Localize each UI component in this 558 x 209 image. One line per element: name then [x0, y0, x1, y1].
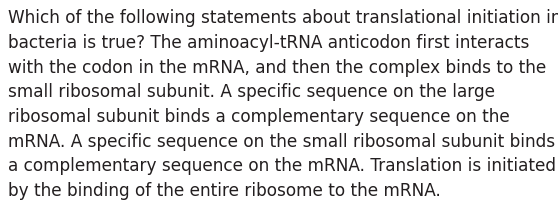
Text: ribosomal subunit binds a complementary sequence on the: ribosomal subunit binds a complementary …: [8, 108, 509, 126]
Text: small ribosomal subunit. A specific sequence on the large: small ribosomal subunit. A specific sequ…: [8, 83, 495, 101]
Text: Which of the following statements about translational initiation in: Which of the following statements about …: [8, 9, 558, 27]
Text: by the binding of the entire ribosome to the mRNA.: by the binding of the entire ribosome to…: [8, 182, 441, 200]
Text: bacteria is true? The aminoacyl-tRNA anticodon first interacts: bacteria is true? The aminoacyl-tRNA ant…: [8, 34, 529, 52]
Text: mRNA. A specific sequence on the small ribosomal subunit binds: mRNA. A specific sequence on the small r…: [8, 133, 555, 151]
Text: with the codon in the mRNA, and then the complex binds to the: with the codon in the mRNA, and then the…: [8, 59, 546, 77]
Text: a complementary sequence on the mRNA. Translation is initiated: a complementary sequence on the mRNA. Tr…: [8, 157, 556, 175]
